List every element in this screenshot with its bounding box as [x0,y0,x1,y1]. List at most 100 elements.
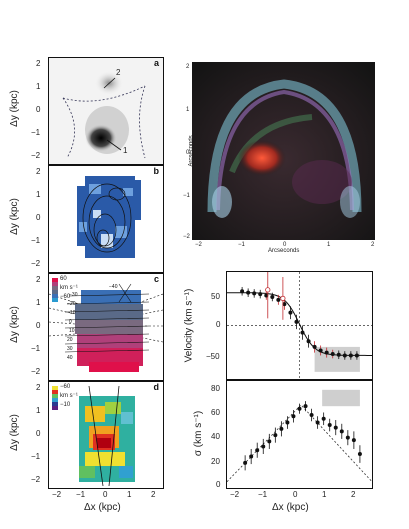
velocity-point-0 [240,289,245,294]
yc-tick-m2: −2 [31,367,41,376]
panel-a-label: a [153,58,159,68]
vel-y-tick-m50: −50 [206,352,220,361]
yb-tick-1: 1 [36,190,41,199]
velocity-point-17 [342,353,347,358]
velocity-open-point-1 [280,295,286,301]
velocity-point-14 [324,350,329,355]
yd-tick-2: 2 [36,383,41,392]
xleft-tick-0: 0 [103,490,108,499]
velocity-point-12 [312,344,317,349]
xleft-tick-m2: −2 [52,490,62,499]
sigma-point-6 [279,426,284,431]
yd-tick-1: 1 [36,406,41,415]
colorbar-c-label-top: 60 [60,276,67,282]
sigma-point-1 [249,454,254,459]
velocity-point-2 [252,291,257,296]
sig-y-tick-60: 60 [211,408,220,417]
panel-b-image [49,166,163,272]
contour-label-8: 40 [67,355,73,361]
sigma-point-11 [309,412,314,417]
contour-label-5: 10 [69,328,75,334]
velocity-point-19 [354,353,359,358]
yc-tick-m1: −1 [31,344,41,353]
sigma-point-15 [333,425,338,430]
contour-label-3: −10 [67,310,76,316]
colorbar-d-unit: km s⁻¹ [60,393,78,399]
sigma-point-10 [303,404,308,409]
panel-b-label: b [153,166,160,176]
vel-ylabel: Velocity (km s⁻¹) [183,288,195,363]
sig-x-tick-2: 2 [351,490,356,499]
yb-tick-0: 0 [36,213,41,222]
sigma-model-curve [227,404,372,482]
annotation-1: 1 [123,146,128,155]
velocity-point-6 [276,297,281,302]
contour-label-2: −20 [67,301,76,307]
colorbar-c [52,278,58,302]
img-x-tick-1: 1 [327,242,331,248]
sig-y-tick-20: 20 [211,457,220,466]
colorbar-d [52,386,58,410]
contour-label-7: 30 [67,346,73,352]
velocity-point-9 [294,319,299,324]
vel-y-tick-50: 50 [211,292,220,301]
colorbar-c-label-bottom: −60 [60,294,71,300]
velocity-model-curve [227,292,372,356]
yc-tick-1: 1 [36,298,41,307]
ylabel-d: Δy (kpc) [8,414,20,451]
velocity-panel [226,271,373,380]
velocity-open-point-0 [265,287,271,293]
ylabel-a: Δy (kpc) [8,90,20,127]
ylabel-c: Δy (kpc) [8,306,20,343]
sig-y-tick-0: 0 [216,480,221,489]
contour-label-9: −40 [109,284,118,290]
contour-label-6: 20 [67,337,73,343]
panel-d: −60 km s⁻¹ −10 d [48,381,164,489]
img-x-tick-0: 0 [283,242,287,248]
colorbar-c-unit: km s⁻¹ [60,285,78,291]
panel-c-label: c [153,274,159,284]
sigma-point-14 [327,423,332,428]
yd-tick-0: 0 [36,429,41,438]
velocity-point-16 [336,352,341,357]
panel-a-image [49,58,163,164]
panel-c: −30 −20 −10 0 10 20 30 40 −40 60 km s⁻¹ … [48,273,164,381]
vel-y-tick-0: 0 [216,320,221,329]
annotation-2: 2 [116,68,121,77]
ylabel-b: Δy (kpc) [8,198,20,235]
yd-tick-m2: −2 [31,475,41,484]
img-y-tick-1: 1 [186,107,190,113]
img-y-tick-m1: −1 [183,193,190,199]
panel-d-image [49,382,163,488]
panel-a: a 2 1 [48,57,164,165]
sigma-point-3 [261,444,266,449]
sigma-point-0 [243,460,248,465]
sigma-point-8 [291,414,296,419]
sigma-point-9 [297,406,302,411]
yb-tick-m2: −2 [31,259,41,268]
sig-x-tick-1: 1 [322,490,327,499]
sigma-point-5 [273,433,278,438]
velocity-point-4 [264,293,269,298]
img-ylabel: Arcseconds [188,135,195,167]
sig-x-tick-m1: −1 [258,490,268,499]
sigma-panel [226,380,373,489]
xlabel-left: Δx (kpc) [84,502,121,513]
velocity-point-7 [282,302,287,307]
sigma-point-16 [339,429,344,434]
sig-y-tick-40: 40 [211,432,220,441]
xleft-tick-m1: −1 [76,490,86,499]
velocity-point-18 [348,353,353,358]
velocity-point-11 [306,339,311,344]
sig-x-tick-m2: −2 [230,490,240,499]
sigma-chart [227,389,372,482]
velocity-point-5 [270,294,275,299]
panel-d-label: d [153,382,160,392]
xleft-tick-2: 2 [151,490,156,499]
img-xlabel: Arcseconds [268,248,300,254]
ya-tick-m1: −1 [31,128,41,137]
sigma-point-4 [267,439,272,444]
sigma-point-17 [345,435,350,440]
remnant-image [192,62,375,240]
right-image-panel [192,62,375,240]
